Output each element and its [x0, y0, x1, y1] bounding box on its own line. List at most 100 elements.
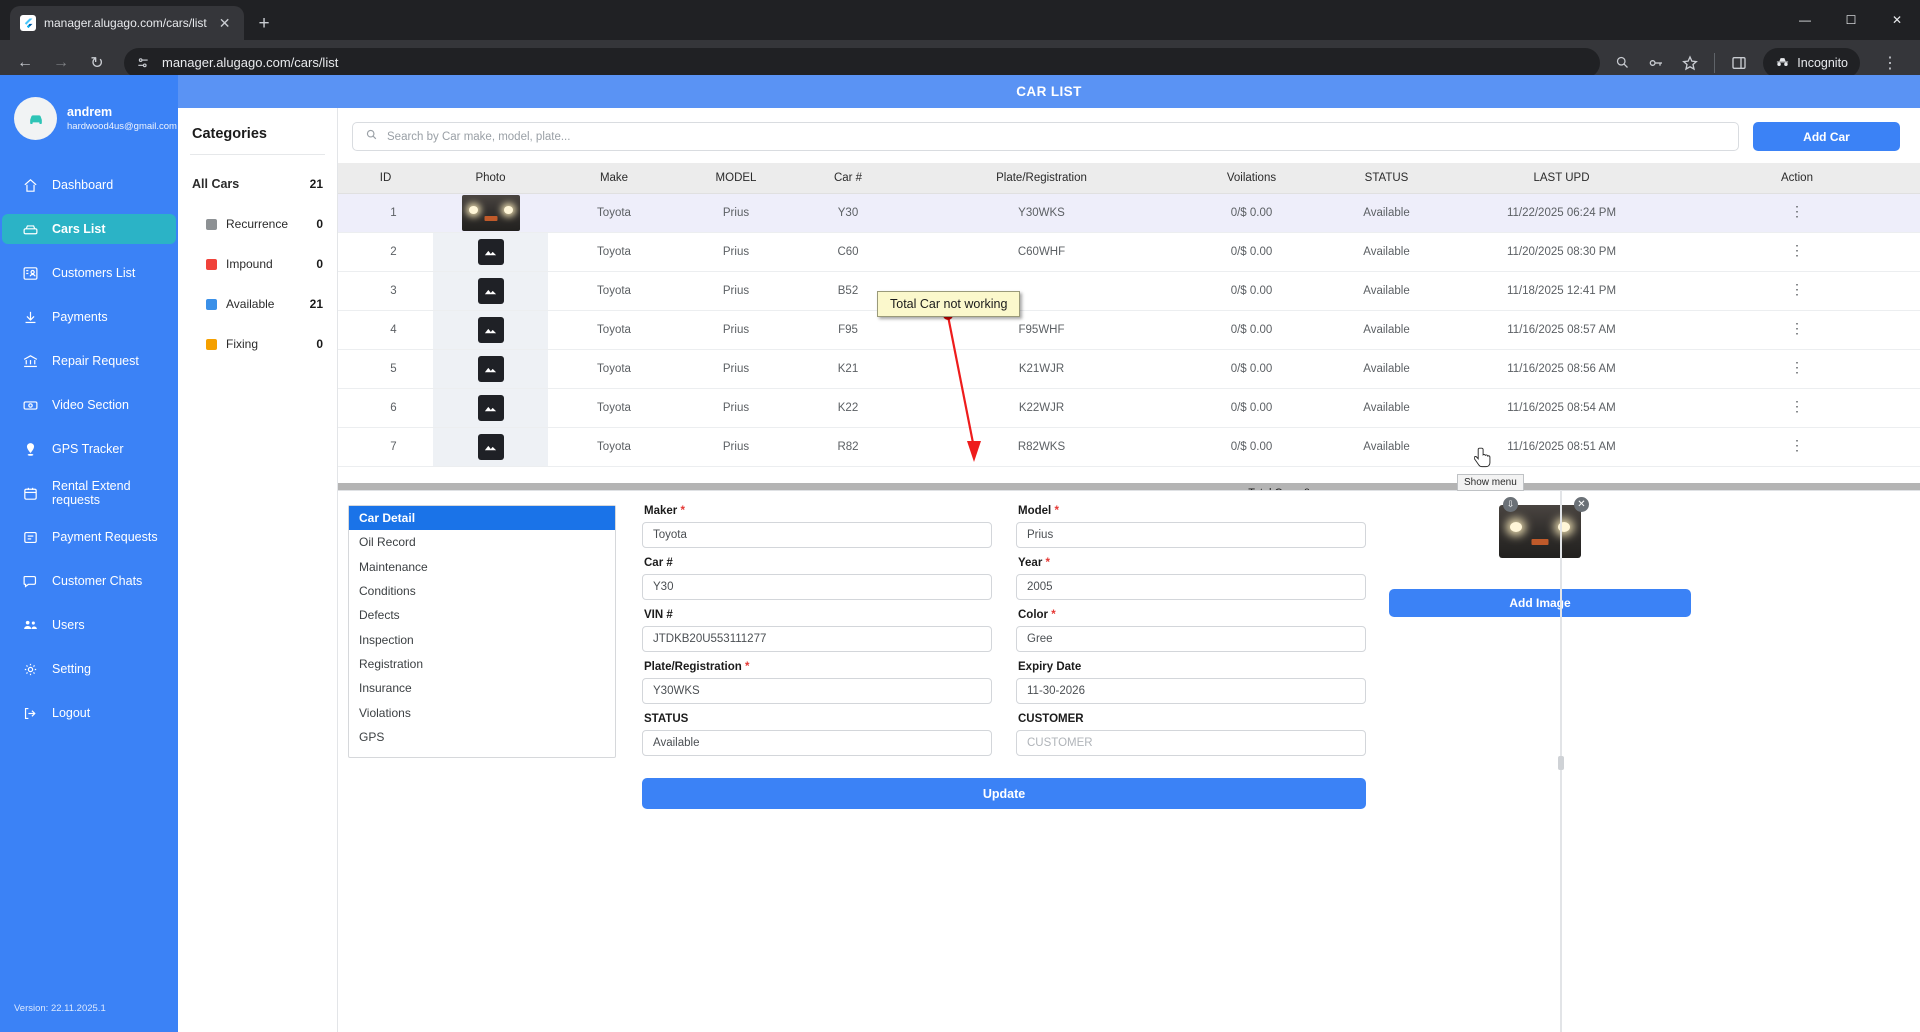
update-button[interactable]: Update: [642, 778, 1366, 809]
category-impound[interactable]: Impound 0: [178, 251, 337, 277]
window-close-icon[interactable]: ✕: [1891, 13, 1903, 27]
panel-resize-handle[interactable]: [1558, 756, 1564, 770]
reload-icon[interactable]: ↻: [90, 54, 104, 72]
sidebar-item-payments[interactable]: Payments: [2, 302, 176, 332]
maximize-icon[interactable]: ☐: [1845, 13, 1857, 27]
browser-tab[interactable]: manager.alugago.com/cars/list ✕: [10, 6, 245, 40]
sidebar-item-video-section[interactable]: Video Section: [2, 390, 176, 420]
sidebar-item-payment-requests[interactable]: Payment Requests: [2, 522, 176, 552]
key-icon[interactable]: [1646, 53, 1666, 73]
category-available[interactable]: Available 21: [178, 291, 337, 317]
table-row[interactable]: 7 Toyota Prius R82 R82WKS 0/$ 0.00 Avail…: [338, 427, 1920, 467]
tab-car-detail[interactable]: Car Detail: [349, 506, 615, 531]
col-status[interactable]: STATUS: [1324, 163, 1449, 194]
kebab-menu-icon[interactable]: ⋮: [1790, 319, 1804, 336]
forward-arrow-icon[interactable]: →: [53, 53, 69, 71]
tab-inspection[interactable]: Inspection: [359, 632, 414, 647]
sidebar-item-cars-list[interactable]: Cars List: [2, 214, 176, 244]
minimize-icon[interactable]: —: [1799, 13, 1811, 27]
col-car-no[interactable]: Car #: [792, 163, 904, 194]
sidebar-item-setting[interactable]: Setting: [2, 654, 176, 684]
table-row[interactable]: 3 Toyota Prius B52 0/$ 0.00 Available 11…: [338, 271, 1920, 311]
kebab-menu-icon[interactable]: ⋮: [1790, 358, 1804, 375]
col-plate[interactable]: Plate/Registration: [904, 163, 1179, 194]
cell-action[interactable]: ⋮: [1674, 232, 1920, 272]
col-violations[interactable]: Voilations: [1179, 163, 1324, 194]
kebab-menu-icon[interactable]: ⋮: [1790, 280, 1804, 297]
kebab-menu-icon[interactable]: ⋮: [1790, 202, 1804, 219]
table-row[interactable]: 6 Toyota Prius K22 K22WJR 0/$ 0.00 Avail…: [338, 388, 1920, 428]
car-image-thumbnail[interactable]: ⇩ ✕: [1499, 497, 1589, 558]
tab-insurance[interactable]: Insurance: [359, 681, 412, 696]
sidebar-item-users[interactable]: Users: [2, 610, 176, 640]
site-settings-icon[interactable]: [134, 54, 152, 72]
add-image-button[interactable]: Add Image: [1389, 589, 1691, 617]
kebab-menu-icon[interactable]: ⋮: [1790, 397, 1804, 414]
cell-photo[interactable]: [433, 271, 548, 311]
col-id[interactable]: ID: [338, 163, 433, 194]
cell-action[interactable]: ⋮: [1674, 271, 1920, 311]
cell-photo[interactable]: [433, 232, 548, 272]
sidebar-item-rental-extend-requests[interactable]: Rental Extend requests: [2, 478, 176, 508]
table-row[interactable]: 1 Toyota Prius Y30 Y30WKS 0/$ 0.00: [338, 193, 1920, 233]
download-icon[interactable]: ⇩: [1503, 497, 1518, 512]
expiry-date-input[interactable]: 11-30-2026: [1016, 678, 1366, 704]
cell-photo[interactable]: [433, 427, 548, 467]
status-input[interactable]: Available: [642, 730, 992, 756]
address-bar[interactable]: manager.alugago.com/cars/list: [124, 47, 1601, 78]
tab-maintenance[interactable]: Maintenance: [359, 559, 428, 574]
cell-photo[interactable]: [433, 310, 548, 350]
close-icon[interactable]: ✕: [218, 15, 231, 31]
col-last-upd[interactable]: LAST UPD: [1449, 163, 1674, 194]
cell-action[interactable]: ⋮: [1674, 427, 1920, 467]
tab-conditions[interactable]: Conditions: [359, 584, 416, 599]
kebab-menu-icon[interactable]: ⋮: [1790, 436, 1804, 453]
table-row[interactable]: 2 Toyota Prius C60 C60WHF 0/$ 0.00 Avail…: [338, 232, 1920, 272]
profile-block[interactable]: andrem hardwood4us@gmail.com: [0, 75, 178, 140]
tab-defects[interactable]: Defects: [359, 608, 400, 623]
table-row[interactable]: 5 Toyota Prius K21 K21WJR 0/$ 0.00 Avail…: [338, 349, 1920, 389]
color-input[interactable]: Gree: [1016, 626, 1366, 652]
sidebar-item-dashboard[interactable]: Dashboard: [2, 170, 176, 200]
sidebar-item-logout[interactable]: Logout: [2, 698, 176, 728]
sidebar-item-repair-request[interactable]: Repair Request: [2, 346, 176, 376]
close-icon[interactable]: ✕: [1574, 497, 1589, 512]
side-panel-icon[interactable]: [1729, 53, 1749, 73]
page-scrollbar[interactable]: [1912, 75, 1920, 1032]
cell-photo[interactable]: [433, 388, 548, 428]
tab-registration[interactable]: Registration: [359, 656, 424, 671]
zoom-search-icon[interactable]: [1612, 53, 1632, 73]
tab-violations[interactable]: Violations: [359, 705, 411, 720]
sidebar-item-customer-chats[interactable]: Customer Chats: [2, 566, 176, 596]
tab-oil-record[interactable]: Oil Record: [359, 535, 416, 550]
col-model[interactable]: MODEL: [680, 163, 792, 194]
table-row[interactable]: 4 Toyota Prius F95 F95WHF 0/$ 0.00 Avail…: [338, 310, 1920, 350]
plate-input[interactable]: Y30WKS: [642, 678, 992, 704]
three-dots-vertical-icon[interactable]: ⋮: [1882, 54, 1898, 72]
cell-action[interactable]: ⋮: [1674, 388, 1920, 428]
category-recurrence[interactable]: Recurrence 0: [178, 211, 337, 237]
sidebar-item-gps-tracker[interactable]: GPS Tracker: [2, 434, 176, 464]
tab-gps[interactable]: GPS: [359, 729, 385, 744]
star-icon[interactable]: [1680, 53, 1700, 73]
back-arrow-icon[interactable]: ←: [17, 53, 33, 71]
cell-photo[interactable]: [433, 349, 548, 389]
category-all-cars[interactable]: All Cars 21: [178, 171, 337, 197]
add-car-button[interactable]: Add Car: [1753, 122, 1900, 151]
maker-input[interactable]: Toyota: [642, 522, 992, 548]
incognito-indicator[interactable]: Incognito: [1763, 47, 1860, 78]
cell-action[interactable]: ⋮: [1674, 310, 1920, 350]
sidebar-item-customers-list[interactable]: Customers List: [2, 258, 176, 288]
kebab-menu-icon[interactable]: ⋮: [1790, 241, 1804, 258]
plus-icon[interactable]: +: [258, 13, 270, 34]
col-make[interactable]: Make: [548, 163, 680, 194]
customer-input[interactable]: CUSTOMER: [1016, 730, 1366, 756]
vin-input[interactable]: JTDKB20U553111277: [642, 626, 992, 652]
category-fixing[interactable]: Fixing 0: [178, 331, 337, 357]
model-input[interactable]: Prius: [1016, 522, 1366, 548]
col-photo[interactable]: Photo: [433, 163, 548, 194]
year-input[interactable]: 2005: [1016, 574, 1366, 600]
car-no-input[interactable]: Y30: [642, 574, 992, 600]
cell-action[interactable]: ⋮: [1674, 193, 1920, 233]
search-input[interactable]: Search by Car make, model, plate...: [352, 122, 1739, 151]
